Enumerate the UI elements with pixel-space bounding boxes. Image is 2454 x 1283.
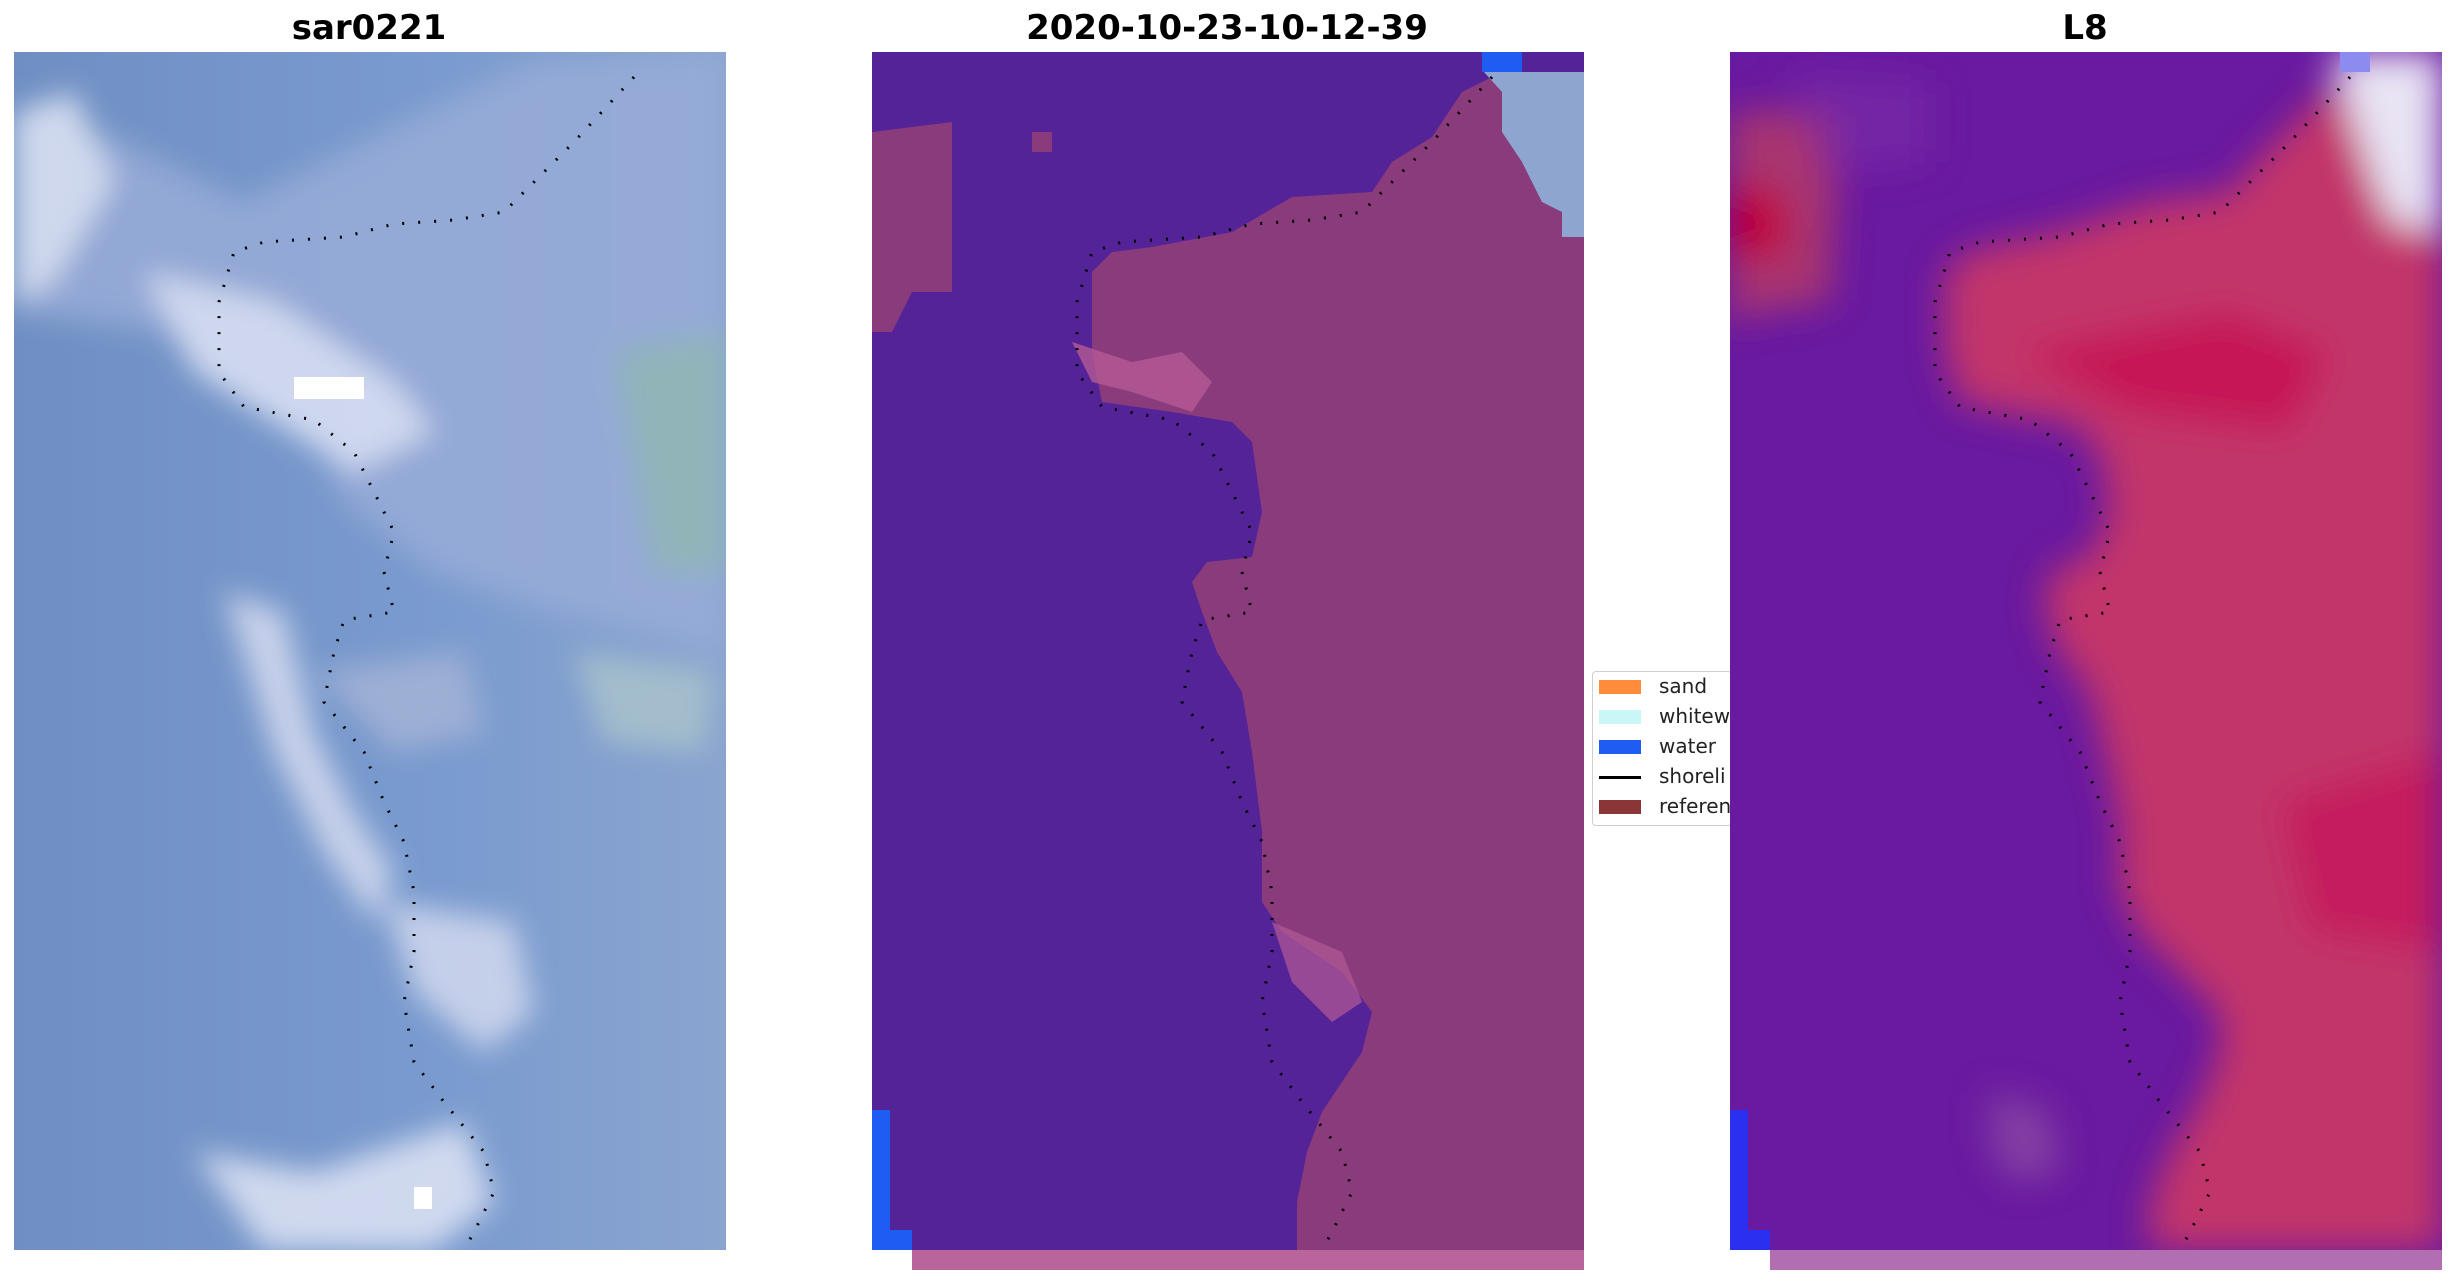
panel-title-2: 2020-10-23-10-12-39 [1026, 8, 1428, 48]
legend: sand whitew water shoreli referen [1592, 671, 1732, 826]
legend-item-whitewater: whitew [1593, 702, 1731, 732]
legend-label-water: water [1659, 734, 1716, 758]
l8-image [1730, 52, 2442, 1270]
panel-title-1: sar0221 [291, 8, 447, 48]
rgb-image-panel [14, 52, 726, 1250]
legend-label-shoreline: shoreli [1659, 764, 1726, 788]
l8-image-panel [1730, 52, 2442, 1270]
legend-line-shoreline [1599, 776, 1641, 779]
legend-label-reference: referen [1659, 794, 1732, 818]
legend-swatch-whitewater [1599, 710, 1641, 724]
legend-item-reference: referen [1593, 792, 1732, 822]
legend-swatch-sand [1599, 680, 1641, 694]
rgb-image [14, 52, 726, 1250]
legend-item-shoreline: shoreli [1593, 762, 1731, 792]
legend-item-water: water [1593, 732, 1731, 762]
classification-panel [872, 52, 1584, 1270]
legend-swatch-water [1599, 740, 1641, 754]
legend-label-sand: sand [1659, 674, 1708, 698]
panel-title-3: L8 [2062, 8, 2108, 48]
legend-item-sand: sand [1593, 672, 1731, 702]
classification-image [872, 52, 1584, 1270]
legend-swatch-reference [1599, 800, 1641, 814]
legend-label-whitewater: whitew [1659, 704, 1731, 728]
